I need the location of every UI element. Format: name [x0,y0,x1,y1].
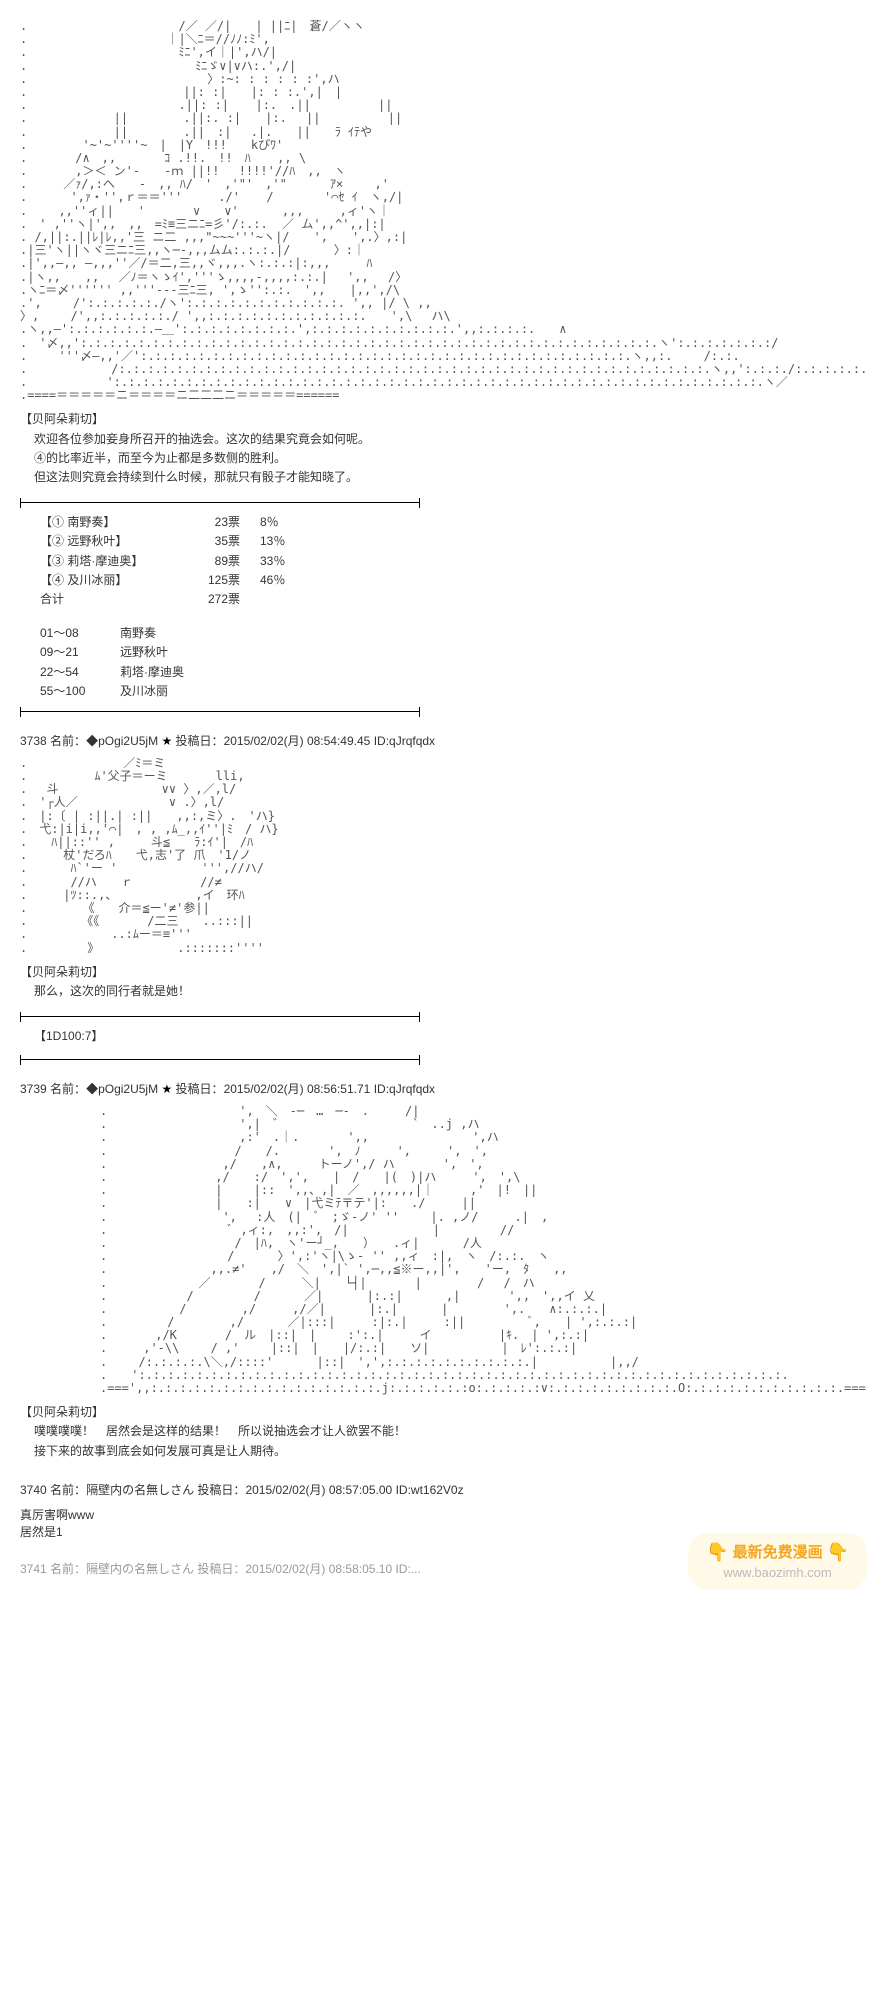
dialogue-block-1: 【贝阿朵莉切】 欢迎各位参加妾身所召开的抽选会。这次的结果究竟会如何呢。 ④的比… [20,410,857,487]
range-name: 远野秋叶 [120,643,168,662]
vote-percent: 13％ [260,532,310,551]
post-date-prefix: 投稿日： [176,734,224,748]
post-header-3738: 3738 名前：◆pOgi2U5jM ★ 投稿日：2015/02/02(月) 0… [20,732,857,749]
dialogue-line: 但这法则究竟会持续到什么时候，那就只有骰子才能知晓了。 [20,468,857,487]
post-id-prefix: ID: [396,1483,411,1497]
watermark-badge[interactable]: 👇 最新免费漫画 👇 www.baozimh.com [688,1533,867,1589]
post-date: 2015/02/02(月) 08:54:49.45 [224,734,371,748]
post-name: 隔壁内の名無しさん [86,1483,194,1497]
vote-percent: 8％ [260,513,310,532]
post-id: qJrqfqdx [389,1082,435,1096]
post-id-prefix: ID: [374,1082,389,1096]
vote-label: 【③ 莉塔·摩迪奥】 [40,552,190,571]
range-numbers: 09～21 [40,643,120,662]
pointing-hand-icon: 👇 [827,1541,849,1564]
vote-count: 35票 [190,532,260,551]
dialogue-line: ④的比率近半，而至今为止都是多数侧的胜利。 [20,449,857,468]
post-date-prefix: 投稿日： [176,1082,224,1096]
post-name-prefix: 名前： [50,1483,86,1497]
vote-label: 【④ 及川冰丽】 [40,571,190,590]
dialogue-line: 接下来的故事到底会如何发展可真是让人期待。 [20,1442,857,1461]
range-name: 莉塔·摩迪奥 [120,663,184,682]
range-name: 及川冰丽 [120,682,168,701]
vote-count: 89票 [190,552,260,571]
vote-row: 合计 272票 [40,590,857,609]
post-id: qJrqfqdx [389,734,435,748]
vote-percent: 33％ [260,552,310,571]
range-numbers: 55～100 [40,682,120,701]
post-number: 3738 [20,734,47,748]
post-name-prefix: 名前： [50,734,86,748]
pointing-hand-icon: 👇 [706,1541,728,1564]
divider [20,1059,420,1060]
range-row: 55～100 及川冰丽 [40,682,857,701]
range-numbers: 01～08 [40,624,120,643]
speaker-name: 【贝阿朵莉切】 [20,963,857,982]
range-numbers: 22～54 [40,663,120,682]
ascii-art-3: . ', ＼ -─ … ─- . /| . ',| ゛ ` ..j ,ハ . ,… [100,1105,857,1395]
post-trip: ◆pOgi2U5jM [86,734,158,748]
range-row: 09～21 远野秋叶 [40,643,857,662]
speaker-name: 【贝阿朵莉切】 [20,1403,857,1422]
vote-percent: 46％ [260,571,310,590]
post-number: 3739 [20,1082,47,1096]
vote-row: 【① 南野奏】 23票 8％ [40,513,857,532]
post-trip: ◆pOgi2U5jM [86,1082,158,1096]
dialogue-block-3: 【贝阿朵莉切】 噗噗噗噗！ 居然会是这样的结果！ 所以说抽选会才让人欲罢不能！ … [20,1403,857,1461]
vote-count: 23票 [190,513,260,532]
range-row: 01～08 南野奏 [40,624,857,643]
post-id-prefix: ID: [374,734,389,748]
vote-results: 【① 南野奏】 23票 8％ 【② 远野秋叶】 35票 13％ 【③ 莉塔·摩迪… [40,513,857,609]
post-name-prefix: 名前： [50,1082,86,1096]
speaker-name: 【贝阿朵莉切】 [20,410,857,429]
divider [20,711,420,712]
dice-roll: 【1D100:7】 [34,1027,857,1044]
dialogue-block-2: 【贝阿朵莉切】 那么，这次的同行者就是她！ [20,963,857,1001]
vote-row: 【③ 莉塔·摩迪奥】 89票 33％ [40,552,857,571]
watermark-url: www.baozimh.com [706,1565,849,1582]
range-row: 22～54 莉塔·摩迪奥 [40,663,857,682]
post-id: wt162V0z [411,1483,464,1497]
post-header-3740: 3740 名前：隔壁内の名無しさん 投稿日：2015/02/02(月) 08:5… [20,1481,857,1498]
vote-row: 【② 远野秋叶】 35票 13％ [40,532,857,551]
vote-label: 【② 远野秋叶】 [40,532,190,551]
ascii-art-2: . ／ﾐ＝ミ . ﾑ'父子＝ーミ lli, . 斗 ∨∨ 〉,／,l/ . '┌… [20,757,857,955]
star-icon: ★ [161,1082,172,1096]
post-date-prefix: 投稿日： [197,1483,245,1497]
vote-label: 合计 [40,590,190,609]
divider [20,1016,420,1017]
watermark-text: 最新免费漫画 [733,1543,823,1563]
comment-line: 真厉害啊www [20,1506,857,1523]
vote-percent [260,590,310,609]
divider [20,502,420,503]
dialogue-line: 那么，这次的同行者就是她！ [20,982,857,1001]
star-icon: ★ [161,734,172,748]
dialogue-line: 欢迎各位参加妾身所召开的抽选会。这次的结果究竟会如何呢。 [20,430,857,449]
dialogue-line: 噗噗噗噗！ 居然会是这样的结果！ 所以说抽选会才让人欲罢不能！ [20,1422,857,1441]
post-date: 2015/02/02(月) 08:57:05.00 [245,1483,392,1497]
ascii-art-1: . /／ ／/| | ||ﾆ| 蒼/／ヽヽ . ｜|＼ﾆ＝//ﾉﾉ:ﾐ', . … [20,20,857,402]
post-number: 3740 [20,1483,47,1497]
vote-label: 【① 南野奏】 [40,513,190,532]
vote-count: 125票 [190,571,260,590]
post-header-3739: 3739 名前：◆pOgi2U5jM ★ 投稿日：2015/02/02(月) 0… [20,1080,857,1097]
range-name: 南野奏 [120,624,156,643]
vote-count: 272票 [190,590,260,609]
dice-ranges: 01～08 南野奏 09～21 远野秋叶 22～54 莉塔·摩迪奥 55～100… [40,624,857,701]
post-date: 2015/02/02(月) 08:56:51.71 [224,1082,371,1096]
vote-row: 【④ 及川冰丽】 125票 46％ [40,571,857,590]
